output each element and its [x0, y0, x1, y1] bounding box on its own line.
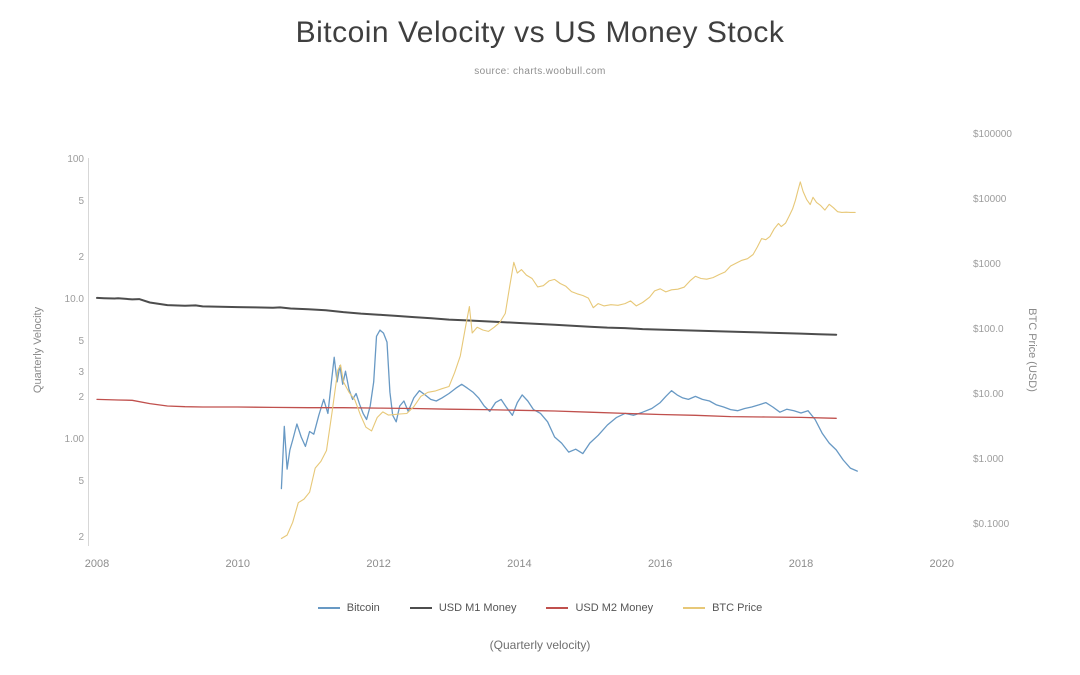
legend-swatch-bitcoin	[317, 607, 340, 609]
x-axis-tick-label: 2016	[647, 558, 673, 570]
right-axis-tick-label: $1000	[973, 259, 1001, 270]
series-usd-m1-money	[96, 296, 838, 336]
legend-item-usd-m1-money[interactable]: USD M1 Money	[409, 602, 517, 614]
legend-label: USD M2 Money	[575, 602, 654, 614]
left-axis-tick-label: 5	[78, 476, 84, 488]
left-axis-tick-label: 5	[78, 336, 84, 348]
legend-label: Bitcoin	[346, 602, 380, 614]
chart-source: source: charts.woobull.com	[474, 66, 606, 77]
left-axis-tick-label: 2	[78, 251, 84, 263]
series-usd-m2-money	[96, 398, 837, 419]
right-axis-tick-label: $10.00	[973, 389, 1004, 400]
right-axis-tick-label: $0.1000	[973, 519, 1010, 530]
series-btc-price	[280, 181, 856, 540]
left-axis-tick-label: 3	[78, 367, 84, 379]
left-axis-tick-label: 2	[78, 391, 84, 403]
right-axis-tick-label: $100.0	[973, 324, 1004, 335]
series-bitcoin	[280, 329, 858, 490]
left-axis-tick-label: 1.00	[64, 434, 84, 445]
x-axis-tick-label: 2014	[507, 558, 532, 570]
right-axis-tick-label: $100000	[973, 129, 1012, 140]
legend: Bitcoin USD M1 Money USD M2 Money BTC Price	[0, 602, 1080, 614]
x-axis-tick-label: 2018	[788, 558, 814, 570]
right-axis-tick-label: $10000	[973, 194, 1007, 205]
chart-caption: (Quarterly velocity)	[489, 638, 591, 652]
x-axis-tick-label: 2010	[225, 558, 251, 570]
left-axis-line	[88, 158, 89, 546]
chart-title: Bitcoin Velocity vs US Money Stock	[295, 16, 785, 49]
x-axis-tick-label: 2020	[929, 558, 955, 570]
x-axis-tick-label: 2008	[84, 558, 110, 570]
legend-item-btc-price[interactable]: BTC Price	[683, 602, 762, 614]
legend-swatch-btc-price	[683, 607, 706, 609]
legend-label: USD M1 Money	[438, 602, 517, 614]
left-axis-tick-label: 10.0	[64, 294, 84, 305]
right-axis-tick-label: $1.000	[973, 454, 1004, 465]
legend-swatch-usd-m2-money	[546, 607, 569, 609]
legend-swatch-usd-m1-money	[409, 607, 432, 609]
legend-label: BTC Price	[712, 602, 763, 614]
left-axis-tick-label: 5	[78, 196, 84, 208]
left-axis-tick-label: 2	[78, 531, 84, 543]
legend-item-bitcoin[interactable]: Bitcoin	[317, 602, 380, 614]
left-axis-tick-label: 100	[67, 154, 84, 165]
x-axis-tick-label: 2012	[366, 558, 391, 570]
legend-item-usd-m2-money[interactable]: USD M2 Money	[546, 602, 653, 614]
